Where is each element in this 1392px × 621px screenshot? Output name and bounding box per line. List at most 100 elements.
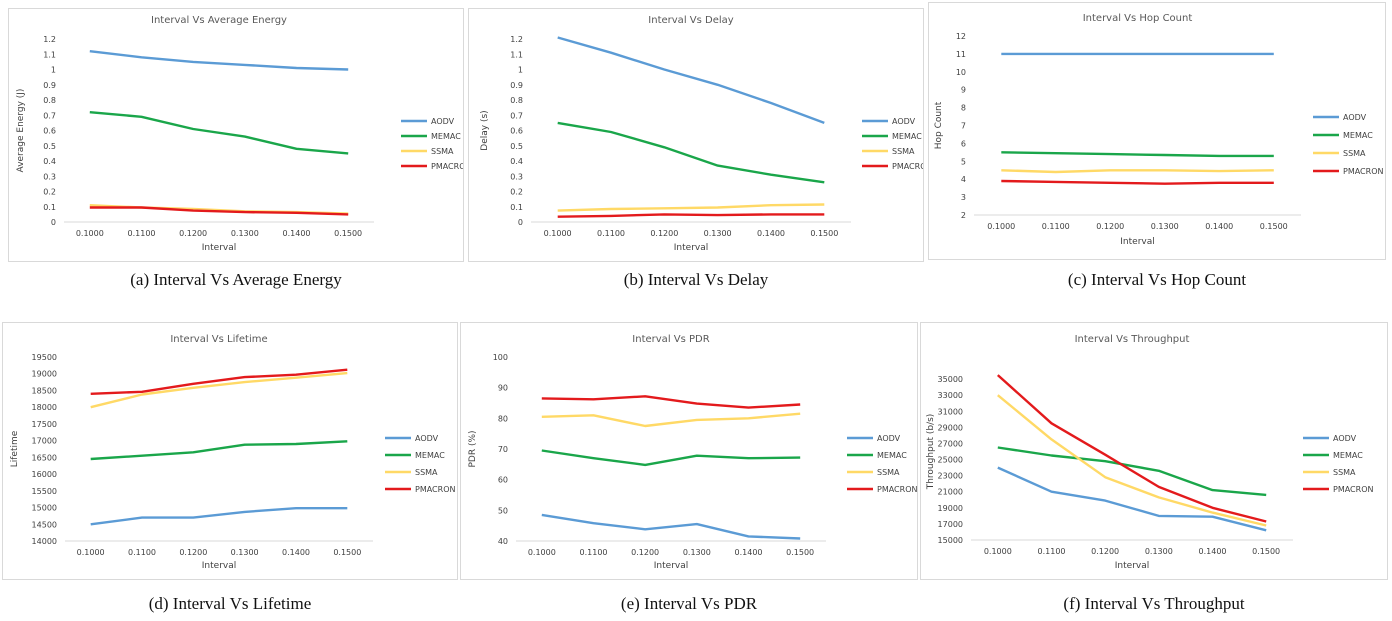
y-tick-label: 17000 xyxy=(938,520,963,529)
y-tick-label: 3 xyxy=(961,193,966,202)
y-tick-label: 31000 xyxy=(938,407,963,416)
y-tick-label: 0.7 xyxy=(510,111,523,120)
y-tick-label: 0 xyxy=(518,218,523,227)
y-tick-label: 15000 xyxy=(32,504,57,513)
legend-label-pmacron: PMACRON xyxy=(892,162,924,171)
chart-title: Interval Vs PDR xyxy=(632,334,709,345)
series-line-memac xyxy=(557,121,825,184)
series-line-aodv xyxy=(997,466,1267,532)
y-tick-label: 33000 xyxy=(938,391,963,400)
y-tick-label: 15000 xyxy=(938,536,963,545)
legend-label-ssma: SSMA xyxy=(1333,468,1356,477)
chart-panel-pdr: Interval Vs PDR 40 50 60 70 80 90 100 0.1000 0.11… xyxy=(460,322,918,580)
y-tick-label: 0.9 xyxy=(510,81,523,90)
caption-lifetime: (d) Interval Vs Lifetime xyxy=(148,594,312,613)
legend-label-aodv: AODV xyxy=(1343,113,1367,122)
y-tick-label: 11 xyxy=(956,50,966,59)
legend-label-aodv: AODV xyxy=(431,117,455,126)
y-tick-label: 15500 xyxy=(32,487,57,496)
chart-energy: Interval Vs Average Energy 0 0.1 0.2 0.3 0.4 0… xyxy=(16,15,464,253)
x-tick-label: 0.1400 xyxy=(757,229,785,238)
legend-label-ssma: SSMA xyxy=(415,468,438,477)
series-line-ssma xyxy=(90,371,348,409)
series-line-ssma xyxy=(557,203,825,212)
y-tick-label: 27000 xyxy=(938,439,963,448)
chart-panel-throughput: Interval Vs Throughput 15000 17000 19000 210… xyxy=(920,322,1388,580)
y-tick-label: 14000 xyxy=(32,537,57,546)
legend-label-memac: MEMAC xyxy=(415,451,445,460)
legend-label-memac: MEMAC xyxy=(431,132,461,141)
y-tick-label: 1.1 xyxy=(43,50,56,59)
series-line-memac xyxy=(1001,151,1274,158)
y-tick-label: 0.1 xyxy=(510,203,523,212)
y-tick-label: 17000 xyxy=(32,437,57,446)
y-axis-label: PDR (%) xyxy=(468,430,478,467)
y-tick-label: 1 xyxy=(51,66,56,75)
x-tick-label: 0.1000 xyxy=(77,548,105,557)
x-axis-label: Interval xyxy=(1115,561,1149,571)
y-tick-label: 90 xyxy=(498,384,508,393)
chart-title: Interval Vs Hop Count xyxy=(1083,13,1193,24)
y-tick-label: 1.2 xyxy=(43,35,56,44)
y-tick-label: 0.3 xyxy=(43,172,56,181)
y-tick-label: 18000 xyxy=(32,403,57,412)
x-tick-label: 0.1500 xyxy=(786,548,814,557)
y-tick-label: 80 xyxy=(498,414,508,423)
x-tick-label: 0.1000 xyxy=(544,229,572,238)
y-tick-label: 16000 xyxy=(32,470,57,479)
legend-label-ssma: SSMA xyxy=(892,147,915,156)
legend-label-memac: MEMAC xyxy=(892,132,922,141)
caption-delay: (b) Interval Vs Delay xyxy=(623,270,769,289)
x-tick-label: 0.1200 xyxy=(631,548,659,557)
series-line-aodv xyxy=(89,50,349,71)
y-tick-label: 0.5 xyxy=(43,142,56,151)
legend-label-pmacron: PMACRON xyxy=(1333,485,1374,494)
y-tick-label: 17500 xyxy=(32,420,57,429)
series-line-aodv xyxy=(541,513,801,540)
chart-panel-energy: Interval Vs Average Energy 0 0.1 0.2 0.3 0.4 0… xyxy=(8,8,464,262)
y-tick-label: 0.9 xyxy=(43,81,56,90)
series-line-aodv xyxy=(90,506,348,526)
x-tick-label: 0.1000 xyxy=(987,222,1015,231)
x-tick-label: 0.1200 xyxy=(179,548,207,557)
chart-title: Interval Vs Throughput xyxy=(1075,334,1190,345)
x-tick-label: 0.1000 xyxy=(528,548,556,557)
x-tick-label: 0.1200 xyxy=(1091,547,1119,556)
y-tick-label: 0.8 xyxy=(43,96,56,105)
x-tick-label: 0.1300 xyxy=(683,548,711,557)
y-tick-label: 35000 xyxy=(938,375,963,384)
x-axis-label: Interval xyxy=(202,561,236,571)
x-axis-label: Interval xyxy=(1120,237,1154,247)
y-axis-label: Lifetime xyxy=(10,430,20,467)
legend-label-pmacron: PMACRON xyxy=(1343,167,1384,176)
chart-delay: Interval Vs Delay 0 0.1 0.2 0.3 0.4 0.5 0.6 0.7 0… xyxy=(480,15,924,253)
y-tick-label: 18500 xyxy=(32,386,57,395)
legend-label-ssma: SSMA xyxy=(1343,149,1366,158)
y-tick-label: 19000 xyxy=(32,370,57,379)
y-tick-label: 19000 xyxy=(938,504,963,513)
y-tick-label: 6 xyxy=(961,139,966,148)
chart-pdr: Interval Vs PDR 40 50 60 70 80 90 100 0.1000 0.11… xyxy=(468,334,917,571)
legend-label-pmacron: PMACRON xyxy=(431,162,464,171)
y-tick-label: 5 xyxy=(961,157,966,166)
legend-label-pmacron: PMACRON xyxy=(415,485,456,494)
x-tick-label: 0.1200 xyxy=(179,229,207,238)
legend-label-ssma: SSMA xyxy=(431,147,454,156)
x-tick-label: 0.1500 xyxy=(810,229,838,238)
caption-throughput: (f) Interval Vs Throughput xyxy=(1063,594,1245,613)
x-tick-label: 0.1200 xyxy=(650,229,678,238)
y-tick-label: 40 xyxy=(498,537,508,546)
x-tick-label: 0.1500 xyxy=(334,229,362,238)
y-tick-label: 0.2 xyxy=(510,188,523,197)
y-tick-label: 0.6 xyxy=(43,127,56,136)
legend-label-memac: MEMAC xyxy=(1343,131,1373,140)
legend-label-memac: MEMAC xyxy=(877,451,907,460)
legend-label-aodv: AODV xyxy=(892,117,916,126)
x-tick-label: 0.1100 xyxy=(128,548,156,557)
chart-lifetime: Interval Vs Lifetime 14000 14500 15000 15500… xyxy=(10,334,456,571)
chart-throughput: Interval Vs Throughput 15000 17000 19000 210… xyxy=(926,334,1374,571)
x-tick-label: 0.1500 xyxy=(1260,222,1288,231)
y-tick-label: 19500 xyxy=(32,353,57,362)
y-tick-label: 60 xyxy=(498,476,508,485)
y-tick-label: 1.2 xyxy=(510,35,523,44)
